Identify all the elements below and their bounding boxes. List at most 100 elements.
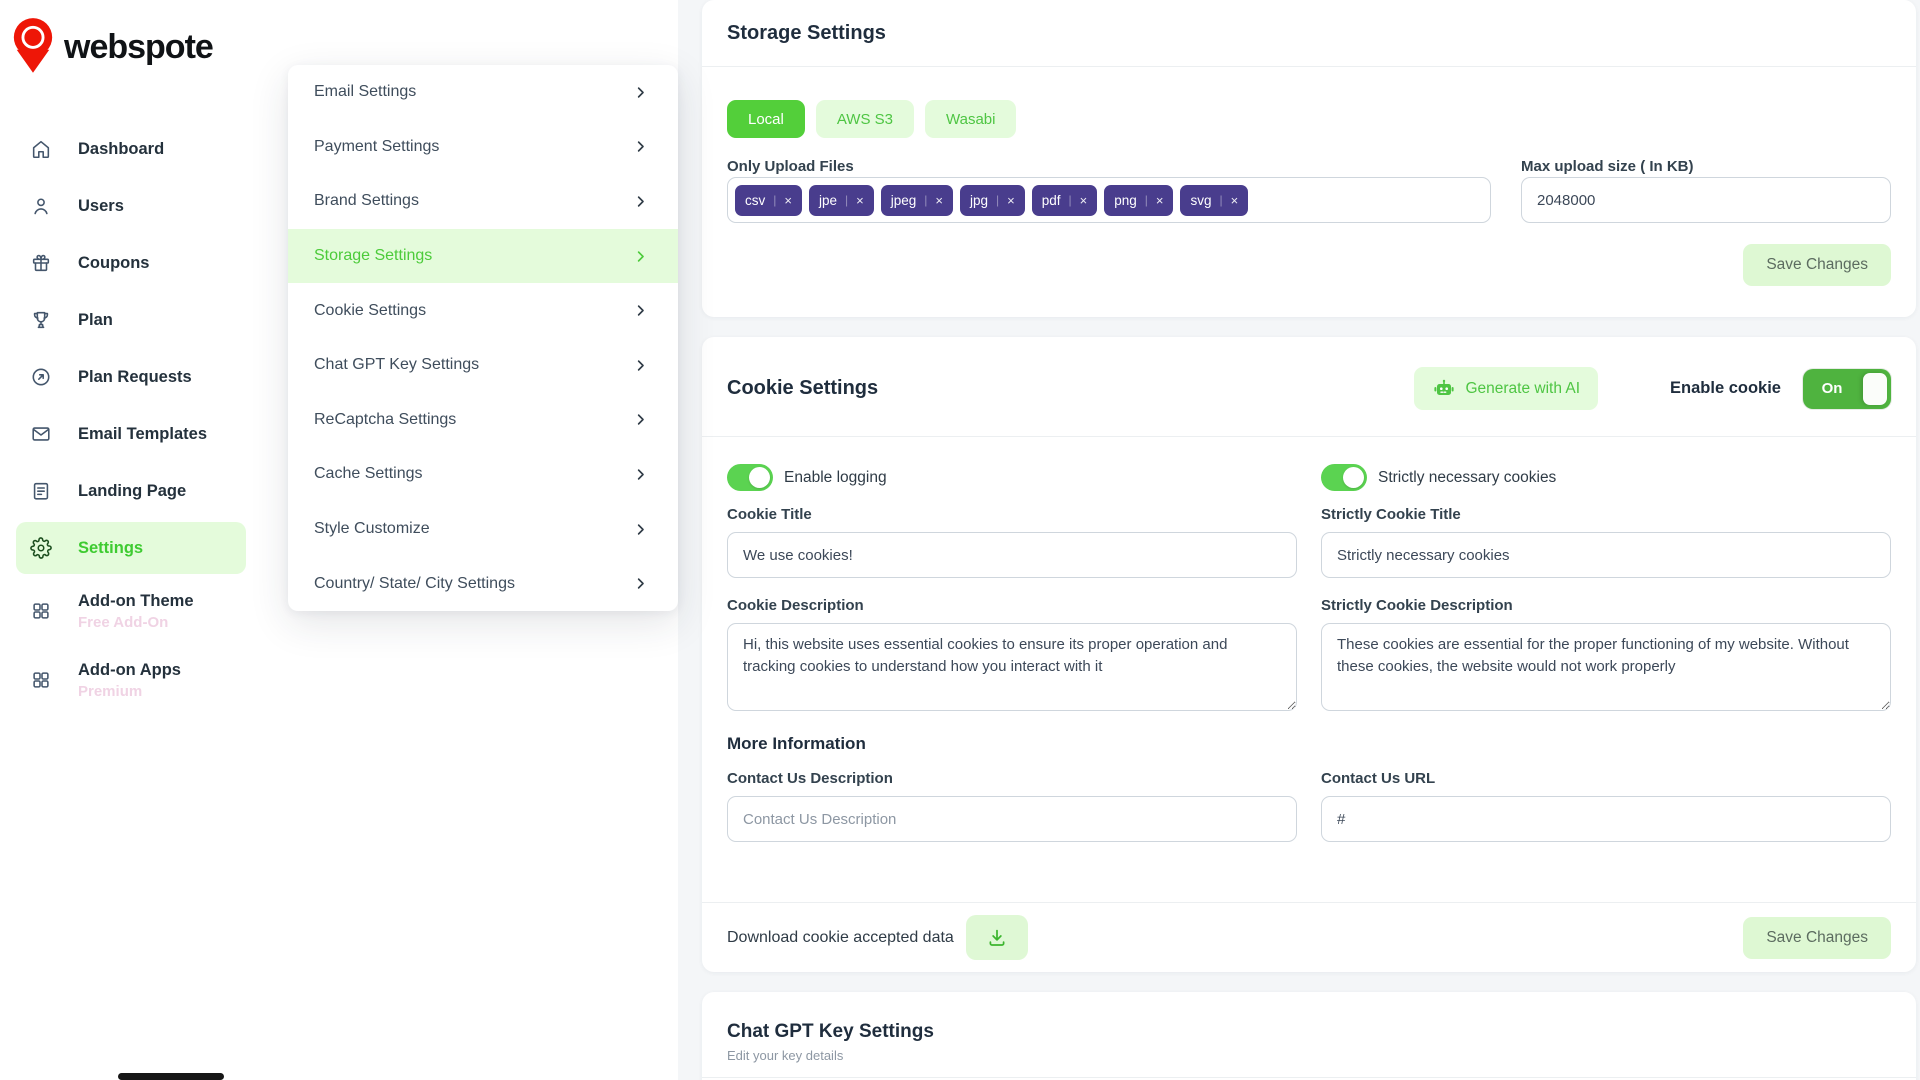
sidebar-item-plan[interactable]: Plan bbox=[16, 294, 246, 346]
upload-files-label: Only Upload Files bbox=[727, 158, 854, 175]
file-type-tag-csv[interactable]: csv | × bbox=[735, 184, 802, 216]
file-type-tag-png[interactable]: png | × bbox=[1104, 184, 1174, 216]
sidebar-item-label: Plan Requests bbox=[78, 367, 192, 386]
storage-settings-card: Storage Settings Local AWS S3 Wasabi Only … bbox=[702, 0, 1916, 317]
storage-tab-wasabi[interactable]: Wasabi bbox=[925, 100, 1017, 138]
divider bbox=[702, 902, 1916, 903]
strictly-cookie-title-label: Strictly Cookie Title bbox=[1321, 506, 1461, 523]
file-type-tag-pdf[interactable]: pdf | × bbox=[1031, 184, 1098, 216]
submenu-item-email-settings[interactable]: Email Settings bbox=[288, 65, 678, 120]
settings-submenu-label: Brand Settings bbox=[314, 192, 419, 210]
download-cookie-data-button[interactable] bbox=[965, 915, 1028, 960]
sidebar-item-email-templates[interactable]: Email Templates bbox=[16, 408, 246, 460]
map-pin-icon bbox=[10, 16, 56, 79]
apps-grid-icon bbox=[33, 672, 49, 688]
divider bbox=[702, 66, 1916, 67]
file-type-tag-jpg[interactable]: jpg | × bbox=[959, 184, 1025, 216]
generate-with-ai-label: Generate with AI bbox=[1465, 379, 1581, 397]
sidebar-item-label: Settings bbox=[78, 538, 144, 557]
remove-tag-icon[interactable]: × bbox=[856, 192, 864, 208]
sidebar-item-label: Landing Page bbox=[78, 481, 187, 500]
max-upload-size-label: Max upload size ( In KB) bbox=[1521, 158, 1694, 175]
sidebar-item-label: Coupons bbox=[78, 253, 150, 272]
submenu-item-storage-settings[interactable]: Storage Settings bbox=[288, 228, 678, 284]
divider bbox=[702, 436, 1916, 437]
settings-submenu: Email Settings Payment Settings Brand Se… bbox=[288, 65, 678, 611]
more-information-heading: More Information bbox=[727, 734, 866, 753]
trophy-icon bbox=[33, 311, 49, 329]
file-type-tag-svg[interactable]: svg | × bbox=[1180, 184, 1249, 216]
cookie-title-input[interactable] bbox=[727, 532, 1297, 578]
strictly-cookie-description-label: Strictly Cookie Description bbox=[1321, 597, 1513, 614]
cookie-title-label: Cookie Title bbox=[727, 506, 812, 523]
sidebar-item-label: Plan bbox=[78, 310, 113, 329]
remove-tag-icon[interactable]: × bbox=[1155, 192, 1164, 208]
strictly-cookie-title-input[interactable] bbox=[1321, 532, 1891, 578]
chatgpt-settings-title: Chat GPT Key Settings bbox=[727, 1021, 934, 1042]
storage-tab-aws-s3[interactable]: AWS S3 bbox=[815, 100, 914, 138]
sidebar-nav: Dashboard Users Coupons Plan Plan Reques… bbox=[0, 123, 262, 717]
chatgpt-settings-subtitle: Edit your key details bbox=[727, 1048, 844, 1063]
cookie-settings-title: Cookie Settings bbox=[727, 377, 879, 399]
enable-cookie-toggle[interactable]: On bbox=[1803, 368, 1891, 409]
submenu-item-brand-settings[interactable]: Brand Settings bbox=[288, 174, 678, 229]
chevron-right-icon bbox=[637, 523, 644, 535]
sidebar-item-label: Add-on Theme bbox=[78, 591, 194, 610]
sidebar-item-label: Email Templates bbox=[78, 424, 207, 443]
contact-us-url-input[interactable] bbox=[1321, 796, 1891, 842]
sidebar-item-users[interactable]: Users bbox=[16, 180, 246, 232]
sidebar-item-dashboard[interactable]: Dashboard bbox=[16, 123, 246, 175]
storage-tab-local[interactable]: Local bbox=[727, 100, 805, 138]
chevron-right-icon bbox=[637, 305, 644, 316]
file-type-tag-jpeg[interactable]: jpeg | × bbox=[880, 184, 953, 216]
cookie-save-button[interactable]: Save Changes bbox=[1743, 916, 1891, 959]
settings-submenu-label: ReCaptcha Settings bbox=[314, 410, 457, 428]
submenu-item-cache-settings[interactable]: Cache Settings bbox=[288, 447, 678, 502]
remove-tag-icon[interactable]: × bbox=[784, 192, 792, 208]
storage-save-button[interactable]: Save Changes bbox=[1743, 244, 1891, 286]
cookie-description-textarea[interactable]: Hi, this website uses essential cookies … bbox=[727, 623, 1297, 711]
mail-icon bbox=[32, 427, 50, 441]
remove-tag-icon[interactable]: × bbox=[1079, 192, 1088, 208]
upload-file-types-input[interactable]: csv | × jpe | × jpeg | × jpg | × pdf | × png | × svg | × bbox=[727, 177, 1491, 223]
settings-submenu-label: Cache Settings bbox=[314, 465, 423, 483]
submenu-item-country-state-city-settings[interactable]: Country/ State/ City Settings bbox=[288, 556, 678, 611]
submenu-item-chat-gpt-key-settings[interactable]: Chat GPT Key Settings bbox=[288, 338, 678, 393]
sidebar-item-plan-requests[interactable]: Plan Requests bbox=[16, 351, 246, 403]
contact-us-url-label: Contact Us URL bbox=[1321, 770, 1436, 787]
submenu-item-cookie-settings[interactable]: Cookie Settings bbox=[288, 283, 678, 338]
sidebar-item-landing-page[interactable]: Landing Page bbox=[16, 465, 246, 517]
max-upload-size-input[interactable] bbox=[1521, 177, 1891, 223]
contact-us-description-label: Contact Us Description bbox=[727, 770, 893, 787]
chevron-right-icon bbox=[637, 196, 644, 207]
strictly-necessary-label: Strictly necessary cookies bbox=[1378, 468, 1557, 486]
sidebar-item-settings[interactable]: Settings bbox=[16, 522, 246, 574]
download-icon bbox=[989, 929, 1005, 946]
submenu-item-style-customize[interactable]: Style Customize bbox=[288, 502, 678, 557]
chatgpt-key-settings-card: Chat GPT Key Settings Edit your key deta… bbox=[702, 992, 1916, 1080]
enable-logging-toggle[interactable] bbox=[727, 464, 773, 491]
sidebar-item-add-on-apps[interactable]: Add-on Apps Premium bbox=[16, 648, 246, 712]
submenu-item-recaptcha-settings[interactable]: ReCaptcha Settings bbox=[288, 393, 678, 448]
generate-with-ai-button[interactable]: Generate with AI bbox=[1414, 367, 1599, 410]
remove-tag-icon[interactable]: × bbox=[1230, 192, 1239, 208]
sidebar-item-label: Add-on Apps bbox=[78, 660, 181, 679]
settings-submenu-label: Style Customize bbox=[314, 520, 430, 538]
cookie-description-label: Cookie Description bbox=[727, 597, 864, 614]
file-type-tag-jpe[interactable]: jpe | × bbox=[808, 184, 874, 216]
remove-tag-icon[interactable]: × bbox=[935, 192, 943, 208]
strictly-cookie-description-textarea[interactable]: These cookies are essential for the prop… bbox=[1321, 623, 1891, 711]
brand-logo[interactable]: webspote bbox=[0, 0, 262, 79]
download-cookie-data-label: Download cookie accepted data bbox=[727, 928, 954, 946]
sidebar-item-add-on-theme[interactable]: Add-on Theme Free Add-On bbox=[16, 579, 246, 643]
chevron-right-icon bbox=[637, 414, 644, 426]
sidebar-item-subtitle: Premium bbox=[78, 682, 143, 700]
settings-submenu-label: Country/ State/ City Settings bbox=[314, 574, 515, 592]
storage-driver-tabs: Local AWS S3 Wasabi bbox=[727, 67, 1891, 138]
submenu-item-payment-settings[interactable]: Payment Settings bbox=[288, 120, 678, 175]
sidebar-item-coupons[interactable]: Coupons bbox=[16, 237, 246, 289]
contact-us-description-input[interactable] bbox=[727, 796, 1297, 842]
enable-logging-label: Enable logging bbox=[784, 468, 887, 486]
strictly-necessary-toggle[interactable] bbox=[1321, 464, 1367, 491]
remove-tag-icon[interactable]: × bbox=[1007, 192, 1015, 208]
